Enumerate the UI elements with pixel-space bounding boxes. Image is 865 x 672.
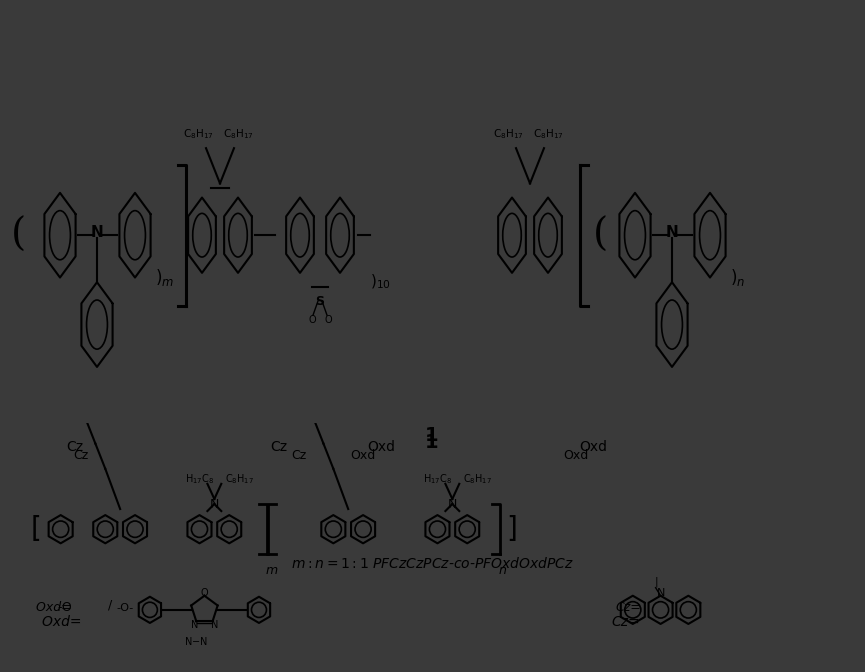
Text: Cz: Cz <box>67 440 84 454</box>
Text: O: O <box>201 588 208 597</box>
Text: Cz=: Cz= <box>612 615 640 629</box>
Text: C$_8$H$_{17}$: C$_8$H$_{17}$ <box>222 127 253 141</box>
Text: 1: 1 <box>426 433 439 452</box>
Text: S: S <box>316 294 324 308</box>
Text: /: / <box>108 598 112 612</box>
Text: (: ( <box>593 216 607 254</box>
Text: (: ( <box>10 216 26 254</box>
Text: )$_m$: )$_m$ <box>155 267 174 288</box>
Text: N: N <box>211 620 218 630</box>
Text: Oxd: Oxd <box>579 440 607 454</box>
Text: [: [ <box>30 515 42 543</box>
Text: $m$: $m$ <box>265 564 279 577</box>
Text: O: O <box>324 315 332 325</box>
Text: C$_8$H$_{17}$: C$_8$H$_{17}$ <box>492 127 523 141</box>
Text: Cz: Cz <box>73 449 88 462</box>
Text: N: N <box>209 497 219 511</box>
Text: C$_8$H$_{17}$: C$_8$H$_{17}$ <box>183 127 214 141</box>
Text: N: N <box>191 620 198 630</box>
Text: )$_n$: )$_n$ <box>730 267 746 288</box>
Text: -O-: -O- <box>117 603 134 613</box>
Text: -O: -O <box>58 601 73 614</box>
Text: N: N <box>91 225 104 241</box>
Text: N: N <box>448 497 457 511</box>
Text: C$_8$H$_{17}$: C$_8$H$_{17}$ <box>533 127 563 141</box>
Text: |: | <box>655 577 658 587</box>
Text: N$-$N: N$-$N <box>183 635 208 647</box>
Text: $m:n=1:1$ PFCzCzPCz-co-PFOxdOxdPCz: $m:n=1:1$ PFCzCzPCz-co-PFOxdOxdPCz <box>291 556 574 571</box>
Text: H$_{17}$C$_8$: H$_{17}$C$_8$ <box>185 472 214 486</box>
Text: Oxd: Oxd <box>564 449 589 462</box>
Text: $n$: $n$ <box>498 564 507 577</box>
Text: Cz: Cz <box>270 440 287 454</box>
Text: N: N <box>657 588 664 597</box>
Text: )$_{10}$: )$_{10}$ <box>370 273 391 292</box>
Text: Cz: Cz <box>291 449 306 462</box>
Text: N: N <box>666 225 678 241</box>
Text: O: O <box>308 315 316 325</box>
Text: H$_{17}$C$_8$: H$_{17}$C$_8$ <box>423 472 452 486</box>
Text: 1: 1 <box>426 425 439 445</box>
Text: Oxd: Oxd <box>368 440 395 454</box>
Text: Oxd: Oxd <box>350 449 375 462</box>
Text: Oxd=: Oxd= <box>35 601 75 614</box>
Text: Cz=: Cz= <box>616 601 642 614</box>
Text: C$_8$H$_{17}$: C$_8$H$_{17}$ <box>225 472 253 486</box>
Text: C$_8$H$_{17}$: C$_8$H$_{17}$ <box>463 472 491 486</box>
Text: ]: ] <box>506 515 517 543</box>
Text: Oxd=: Oxd= <box>42 615 86 629</box>
